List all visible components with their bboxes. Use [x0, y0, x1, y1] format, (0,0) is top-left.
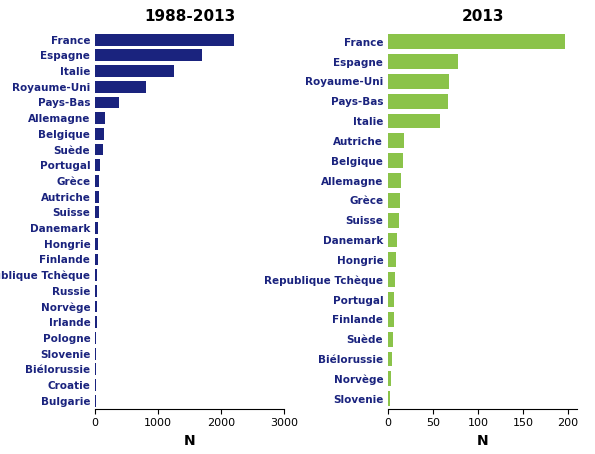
Bar — [388, 213, 399, 227]
Bar — [95, 269, 98, 281]
Bar — [388, 272, 395, 287]
Bar — [388, 391, 390, 406]
Bar — [95, 143, 103, 155]
X-axis label: N: N — [184, 434, 196, 448]
Bar — [388, 34, 565, 49]
Bar — [95, 128, 104, 140]
Bar — [95, 97, 119, 109]
Bar — [388, 351, 392, 366]
Bar — [95, 379, 96, 391]
Bar — [388, 54, 458, 69]
Bar — [95, 207, 99, 218]
Bar — [95, 191, 99, 202]
Title: 2013: 2013 — [461, 9, 504, 24]
Bar — [388, 133, 405, 148]
X-axis label: N: N — [477, 434, 488, 448]
Bar — [95, 332, 96, 344]
Bar — [95, 238, 98, 250]
Bar — [95, 316, 96, 328]
Bar — [95, 112, 105, 124]
Bar — [95, 159, 99, 171]
Bar — [388, 153, 403, 168]
Bar — [388, 332, 393, 346]
Bar — [388, 114, 440, 128]
Bar — [388, 173, 401, 188]
Bar — [95, 34, 234, 45]
Bar — [95, 222, 98, 234]
Bar — [388, 94, 447, 109]
Bar — [388, 193, 400, 208]
Bar — [95, 49, 202, 61]
Bar — [388, 232, 397, 247]
Bar — [95, 348, 96, 360]
Bar — [95, 285, 97, 297]
Bar — [95, 364, 96, 375]
Bar — [388, 74, 449, 89]
Bar — [95, 65, 174, 77]
Bar — [95, 301, 97, 312]
Bar — [95, 81, 146, 93]
Bar — [388, 252, 396, 267]
Bar — [388, 292, 394, 307]
Title: 1988-2013: 1988-2013 — [144, 9, 236, 24]
Bar — [95, 175, 99, 187]
Bar — [388, 371, 391, 386]
Bar — [388, 312, 393, 327]
Bar — [95, 253, 98, 265]
